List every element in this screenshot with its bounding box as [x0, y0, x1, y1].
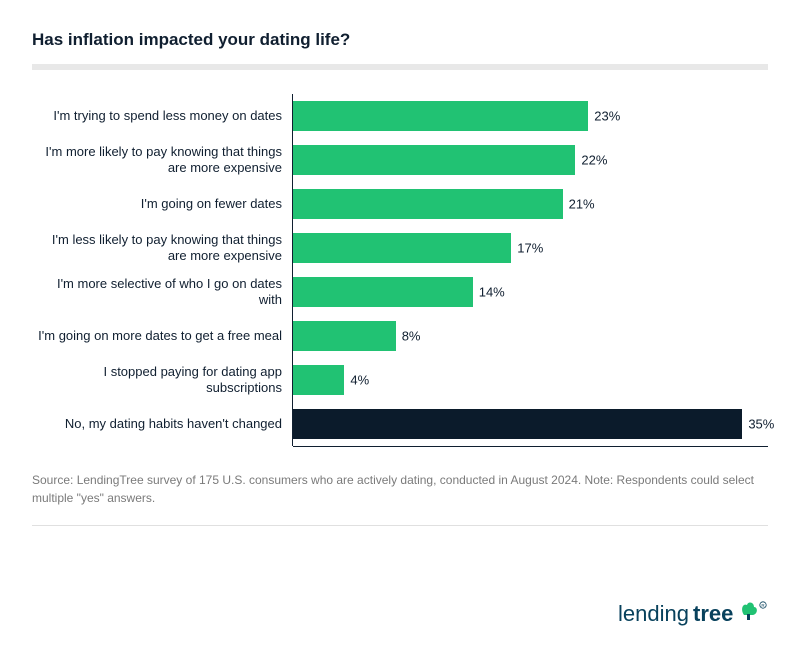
bar-value-label: 17%: [511, 241, 543, 256]
header-rule: [32, 64, 768, 70]
source-note: Source: LendingTree survey of 175 U.S. c…: [32, 471, 768, 507]
bar-chart: I'm trying to spend less money on dates 2…: [32, 94, 768, 446]
bar: [293, 233, 511, 263]
chart-row: I'm more selective of who I go on dates …: [32, 270, 768, 314]
bar-track: 23%: [293, 101, 768, 131]
bar-value-label: 23%: [588, 109, 620, 124]
bar: [293, 101, 588, 131]
category-label: I'm more likely to pay knowing that thin…: [32, 144, 292, 177]
category-label: I'm trying to spend less money on dates: [32, 108, 292, 124]
bar-track: 4%: [293, 365, 768, 395]
bar-track: 8%: [293, 321, 768, 351]
bar: [293, 277, 473, 307]
svg-text:lending: lending: [618, 601, 689, 626]
chart-title: Has inflation impacted your dating life?: [32, 30, 768, 50]
bar-track: 22%: [293, 145, 768, 175]
chart-row: I stopped paying for dating app subscrip…: [32, 358, 768, 402]
bar: [293, 321, 396, 351]
chart-row: I'm trying to spend less money on dates 2…: [32, 94, 768, 138]
bar-track: 17%: [293, 233, 768, 263]
x-axis: [32, 446, 768, 447]
category-label: I'm more selective of who I go on dates …: [32, 276, 292, 309]
category-label: I stopped paying for dating app subscrip…: [32, 364, 292, 397]
bar-value-label: 21%: [563, 197, 595, 212]
bar: [293, 365, 344, 395]
category-label: I'm less likely to pay knowing that thin…: [32, 232, 292, 265]
bar: [293, 409, 742, 439]
chart-row: I'm more likely to pay knowing that thin…: [32, 138, 768, 182]
svg-text:tree: tree: [693, 601, 733, 626]
category-label: I'm going on more dates to get a free me…: [32, 328, 292, 344]
bar-track: 35%: [293, 409, 768, 439]
chart-row: I'm going on fewer dates 21%: [32, 182, 768, 226]
brand-logo: lending tree R: [618, 597, 768, 631]
footer-rule: [32, 525, 768, 526]
chart-row: I'm less likely to pay knowing that thin…: [32, 226, 768, 270]
bar: [293, 189, 563, 219]
category-label: No, my dating habits haven't changed: [32, 416, 292, 432]
chart-row: No, my dating habits haven't changed35%: [32, 402, 768, 446]
bar: [293, 145, 575, 175]
bar-track: 21%: [293, 189, 768, 219]
bar-value-label: 8%: [396, 329, 421, 344]
category-label: I'm going on fewer dates: [32, 196, 292, 212]
bar-value-label: 22%: [575, 153, 607, 168]
bar-value-label: 14%: [473, 285, 505, 300]
bar-value-label: 35%: [742, 417, 774, 432]
bar-value-label: 4%: [344, 373, 369, 388]
chart-row: I'm going on more dates to get a free me…: [32, 314, 768, 358]
bar-track: 14%: [293, 277, 768, 307]
